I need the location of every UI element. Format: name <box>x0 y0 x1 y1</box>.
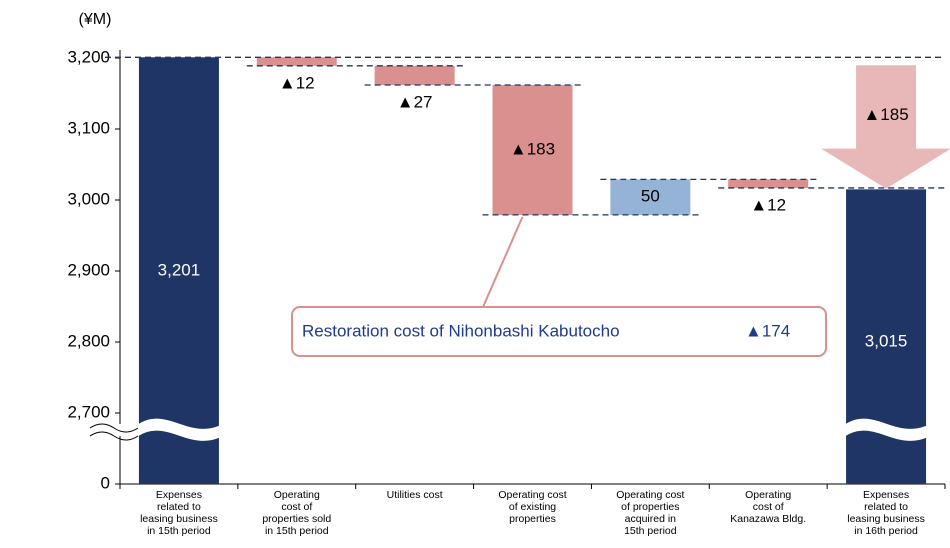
bar <box>138 57 219 484</box>
y-tick-label: 2,900 <box>67 260 110 279</box>
x-tick-label: Utilities cost <box>386 489 443 501</box>
x-tick-label: Expenses related to leasing business in … <box>847 489 925 537</box>
x-tick-label: Operating cost of properties acquired in… <box>616 489 685 537</box>
value-label: 3,201 <box>158 260 201 279</box>
axis-break <box>136 418 221 441</box>
y-tick-label: 3,100 <box>67 118 110 137</box>
bar <box>728 179 809 188</box>
bar <box>610 179 691 215</box>
value-label: ▲12 <box>279 73 315 92</box>
bar <box>374 65 455 85</box>
y-tick-label: 2,700 <box>67 402 110 421</box>
value-label: 3,015 <box>865 331 908 350</box>
y-tick-label: 2,800 <box>67 331 110 350</box>
annotation-text: Restoration cost of Nihonbashi Kabutocho <box>302 321 620 340</box>
unit-label: (¥M) <box>79 11 112 28</box>
value-label: 50 <box>641 187 660 206</box>
bar <box>492 84 573 215</box>
axis-break <box>117 424 123 436</box>
x-tick-label: Expenses related to leasing business in … <box>140 489 218 537</box>
axis-break <box>844 418 929 441</box>
x-tick-label: Operating cost of existing properties <box>498 489 567 525</box>
change-label: ▲185 <box>863 105 908 124</box>
value-label: ▲27 <box>397 92 433 111</box>
callout-line <box>482 216 524 308</box>
value-label: ▲12 <box>750 195 786 214</box>
bar <box>256 57 337 66</box>
x-tick-label: Operating cost of Kanazawa Bldg. <box>730 489 807 525</box>
y-tick-label: 3,200 <box>67 47 110 66</box>
annotation-box <box>291 306 827 357</box>
value-label: ▲183 <box>510 139 555 158</box>
annotation-amount: ▲174 <box>745 321 790 340</box>
y-tick-label: 3,000 <box>67 189 110 208</box>
change-arrow <box>821 65 950 189</box>
axis-break <box>89 423 139 441</box>
y-tick-label: 0 <box>101 473 110 492</box>
x-tick-label: Operating cost of properties sold in 15t… <box>262 489 332 537</box>
